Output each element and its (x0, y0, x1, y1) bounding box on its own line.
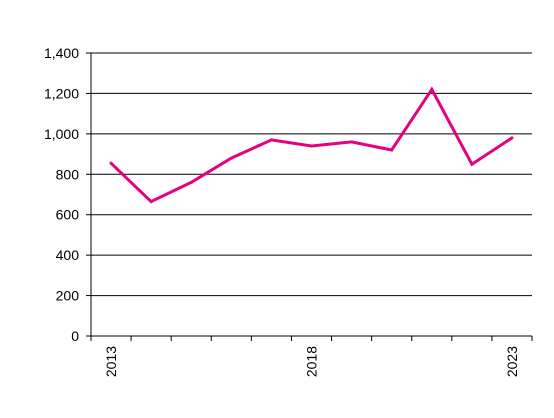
x-tick-label: 2023 (504, 346, 520, 377)
data-point (310, 144, 313, 148)
data-point (350, 140, 354, 144)
x-tick-label: 2013 (103, 346, 119, 377)
y-tick-label: 600 (56, 207, 80, 223)
y-tick-label: 1,200 (44, 85, 79, 101)
data-point (470, 162, 474, 166)
axes (90, 53, 532, 337)
y-tick-label: 1,000 (44, 126, 79, 142)
y-axis-ticks: 0 200 400 600 800 1,000 1,200 1,400 (44, 45, 91, 344)
y-tick-label: 1,400 (44, 45, 79, 61)
data-point (269, 138, 273, 142)
y-tick-label: 0 (71, 328, 79, 344)
x-axis-ticks: 2013 2018 2023 (90, 336, 533, 377)
series-layer (109, 86, 514, 204)
data-point (149, 200, 153, 204)
data-point (109, 161, 113, 165)
y-tick-label: 400 (56, 247, 80, 263)
x-tick-label: 2018 (304, 346, 320, 377)
y-tick-label: 200 (56, 288, 80, 304)
data-point (390, 148, 394, 152)
data-point (430, 87, 434, 91)
data-point (510, 136, 514, 140)
gridlines (91, 52, 532, 297)
data-point (189, 180, 193, 184)
data-point (229, 156, 233, 160)
y-tick-label: 800 (56, 166, 80, 182)
